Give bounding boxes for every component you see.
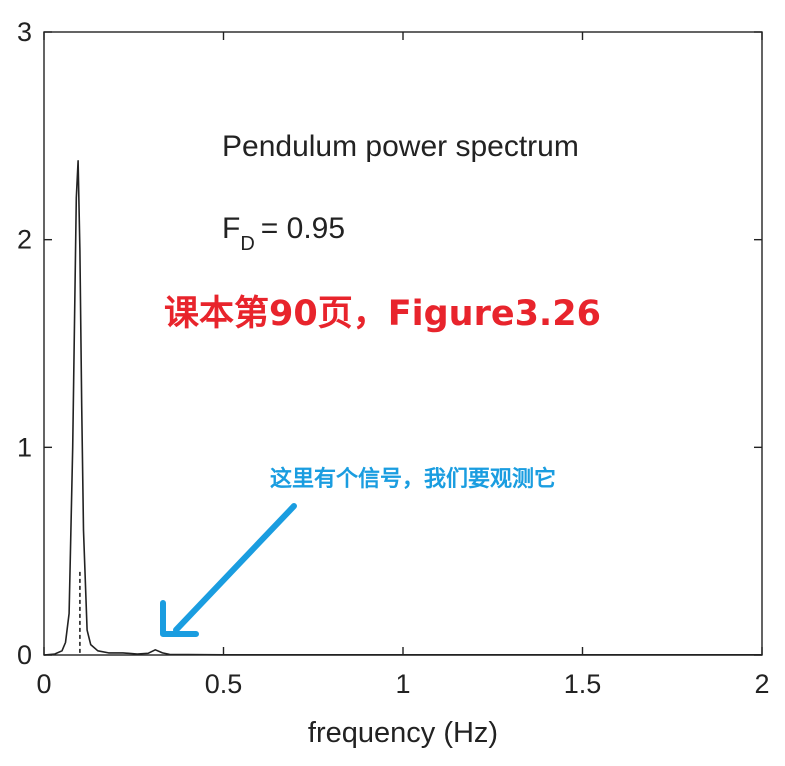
plot-frame xyxy=(43,31,763,656)
arrow-icon xyxy=(160,503,297,637)
blue-annotation: 这里有个信号，我们要观测它 xyxy=(270,466,556,492)
spectrum-series-line xyxy=(43,160,762,656)
x-tick-label: 1.5 xyxy=(564,669,602,699)
axis-ticks xyxy=(43,31,763,656)
red-annotation: 课本第90页，Figure3.26 xyxy=(164,294,601,334)
x-tick-label: 0.5 xyxy=(205,669,243,699)
parameter-subscript: D xyxy=(240,233,254,255)
x-tick-label: 2 xyxy=(754,669,769,699)
x-tick-label: 0 xyxy=(36,669,51,699)
y-tick-label: 0 xyxy=(17,640,32,670)
y-tick-label: 3 xyxy=(17,17,32,47)
x-tick-label: 1 xyxy=(395,669,410,699)
x-axis-label: frequency (Hz) xyxy=(308,717,498,749)
parameter-symbol: F xyxy=(222,212,240,245)
parameter-value: = 0.95 xyxy=(261,212,345,245)
y-tick-label: 2 xyxy=(17,225,32,255)
axis-tick-labels: 0 0.5 1 1.5 2 0 1 2 3 xyxy=(17,17,770,699)
y-tick-label: 1 xyxy=(17,432,32,462)
parameter-label: FD = 0.95 xyxy=(222,212,345,255)
chart-title: Pendulum power spectrum xyxy=(222,130,579,163)
